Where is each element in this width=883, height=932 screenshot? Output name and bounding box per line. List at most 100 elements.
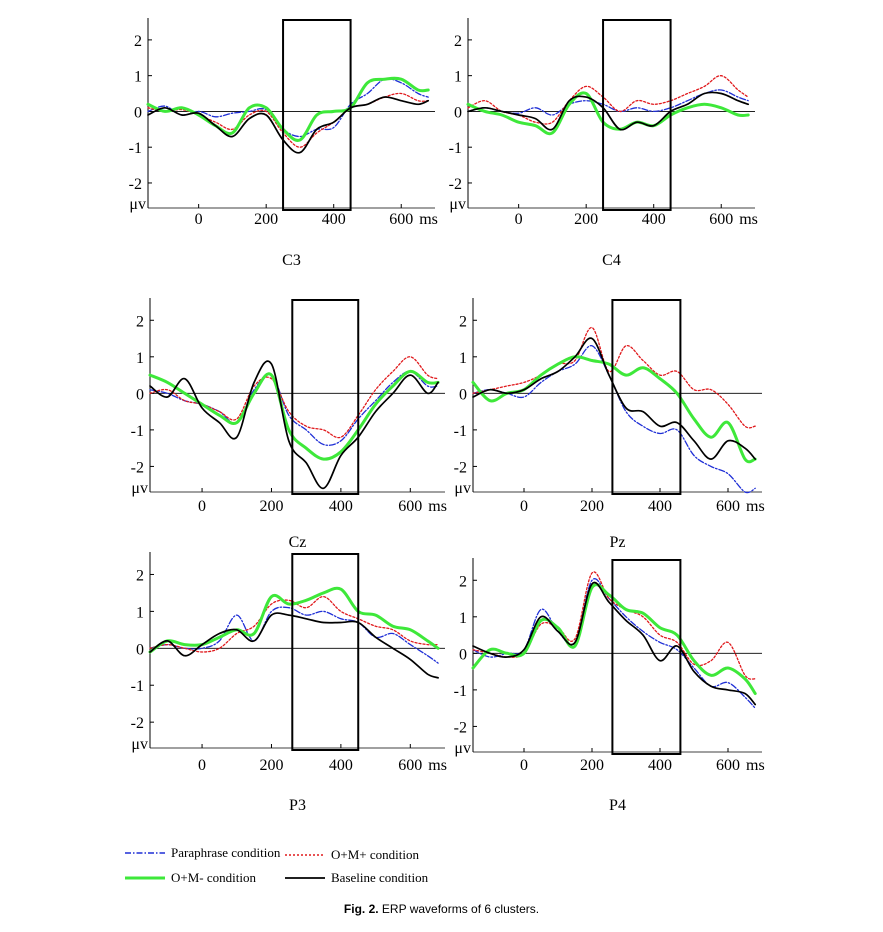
- x-tick-label: 200: [259, 757, 283, 774]
- y-axis-unit: μv: [454, 740, 471, 757]
- y-axis-unit: μv: [129, 196, 146, 213]
- x-tick-label: 0: [195, 211, 203, 228]
- y-axis-unit: μv: [449, 196, 466, 213]
- analysis-window: [291, 553, 360, 751]
- legend-swatch-omminus: [125, 876, 165, 880]
- series-line-o-m-condition: [146, 76, 430, 142]
- x-tick-label: 400: [329, 757, 353, 774]
- y-tick-label: -2: [454, 459, 467, 476]
- legend-swatch-paraphrase: [125, 852, 165, 854]
- panel-title: P3: [289, 797, 306, 814]
- x-tick-label: 0: [198, 498, 206, 515]
- y-tick-label: -1: [454, 683, 467, 700]
- series-line-o-m-condition: [148, 369, 440, 461]
- x-tick-label: 600: [709, 211, 733, 228]
- x-tick-label: 400: [322, 211, 346, 228]
- panel-title: Cz: [289, 534, 307, 551]
- series-line-baseline-condition: [147, 96, 430, 154]
- legend-label-baseline: Baseline condition: [331, 870, 429, 885]
- x-tick-label: 200: [574, 211, 598, 228]
- y-tick-label: 2: [459, 573, 467, 590]
- panel-title: C3: [282, 252, 301, 269]
- chart-panel-p4: 2 1 0 -1 -2 μv 0 200 400 600 ms P4: [454, 558, 765, 814]
- analysis-window: [291, 299, 360, 495]
- y-tick-label: -1: [449, 140, 462, 157]
- legend-swatch-baseline: [285, 877, 325, 879]
- y-tick-label: -1: [454, 423, 467, 440]
- x-tick-label: 400: [648, 498, 672, 515]
- x-axis-unit: ms: [746, 498, 765, 515]
- x-axis-unit: ms: [739, 211, 758, 228]
- legend-item-baseline: Baseline condition: [285, 870, 428, 886]
- series-line-baseline-condition: [472, 581, 757, 706]
- chart-panel-pz: 2 1 0 -1 -2 μv 0 200 400 600 ms Pz: [454, 298, 765, 551]
- y-tick-label: 0: [459, 646, 467, 663]
- panel-title: Pz: [610, 534, 626, 551]
- x-tick-label: 0: [198, 757, 206, 774]
- figure-caption: Fig. 2. ERP waveforms of 6 clusters.: [0, 902, 883, 916]
- analysis-window: [611, 299, 682, 495]
- legend-swatch-omplus: [285, 854, 325, 856]
- x-axis-unit: ms: [428, 757, 447, 774]
- y-axis-unit: μv: [131, 736, 148, 753]
- legend-label-paraphrase: Paraphrase condition: [171, 845, 281, 860]
- y-axis-unit: μv: [454, 480, 471, 497]
- y-tick-label: 0: [136, 641, 144, 658]
- series-line-paraphrase-condition: [149, 606, 439, 664]
- y-tick-label: -2: [131, 459, 144, 476]
- y-tick-label: 2: [136, 567, 144, 584]
- y-tick-label: -1: [131, 423, 144, 440]
- y-tick-label: -2: [129, 176, 142, 193]
- x-tick-label: 600: [398, 757, 422, 774]
- x-tick-label: 0: [515, 211, 523, 228]
- y-tick-label: 1: [136, 604, 144, 621]
- x-tick-label: 400: [329, 498, 353, 515]
- caption-text: ERP waveforms of 6 clusters.: [381, 902, 540, 916]
- y-axis-unit: μv: [131, 480, 148, 497]
- y-tick-label: 1: [134, 69, 142, 86]
- x-tick-label: 200: [259, 498, 283, 515]
- series-line-o-m-condition: [472, 571, 756, 680]
- x-tick-label: 0: [520, 757, 528, 774]
- analysis-window: [611, 559, 682, 755]
- y-tick-label: 2: [454, 33, 462, 50]
- y-tick-label: 2: [134, 33, 142, 50]
- legend-label-omminus: O+M- condition: [171, 870, 256, 885]
- y-tick-label: 0: [134, 104, 142, 121]
- x-tick-label: 200: [580, 498, 604, 515]
- series-line-o-m-condition: [471, 583, 757, 695]
- y-tick-label: -2: [454, 719, 467, 736]
- y-tick-label: 2: [459, 313, 467, 330]
- series-line-baseline-condition: [472, 337, 757, 460]
- x-axis-unit: ms: [428, 498, 447, 515]
- legend-item-omminus: O+M- condition: [125, 870, 256, 886]
- chart-panel-cz: 2 1 0 -1 -2 μv 0 200 400 600 ms Cz: [131, 298, 447, 551]
- y-tick-label: -2: [449, 176, 462, 193]
- y-tick-label: 0: [454, 104, 462, 121]
- y-tick-label: 0: [459, 386, 467, 403]
- y-tick-label: 1: [454, 69, 462, 86]
- panel-title: C4: [602, 252, 621, 269]
- x-tick-label: 0: [520, 498, 528, 515]
- y-tick-label: -1: [129, 140, 142, 157]
- x-tick-label: 200: [254, 211, 278, 228]
- series-line-baseline-condition: [467, 91, 750, 131]
- panel-title: P4: [609, 797, 626, 814]
- series-line-paraphrase-condition: [149, 370, 439, 446]
- x-tick-label: 200: [580, 757, 604, 774]
- series-line-o-m-condition: [149, 356, 439, 439]
- y-tick-label: 0: [136, 386, 144, 403]
- y-tick-label: 1: [136, 350, 144, 367]
- x-tick-label: 400: [642, 211, 666, 228]
- x-tick-label: 600: [716, 757, 740, 774]
- legend-label-omplus: O+M+ condition: [331, 847, 419, 862]
- series-line-paraphrase-condition: [147, 78, 429, 138]
- series-line-o-m-condition: [148, 586, 440, 654]
- y-tick-label: -2: [131, 715, 144, 732]
- series-line-o-m-condition: [466, 91, 750, 136]
- legend-item-paraphrase: Paraphrase condition: [125, 845, 280, 861]
- y-tick-label: -1: [131, 678, 144, 695]
- series-line-o-m-condition: [467, 75, 749, 125]
- analysis-window: [282, 19, 352, 211]
